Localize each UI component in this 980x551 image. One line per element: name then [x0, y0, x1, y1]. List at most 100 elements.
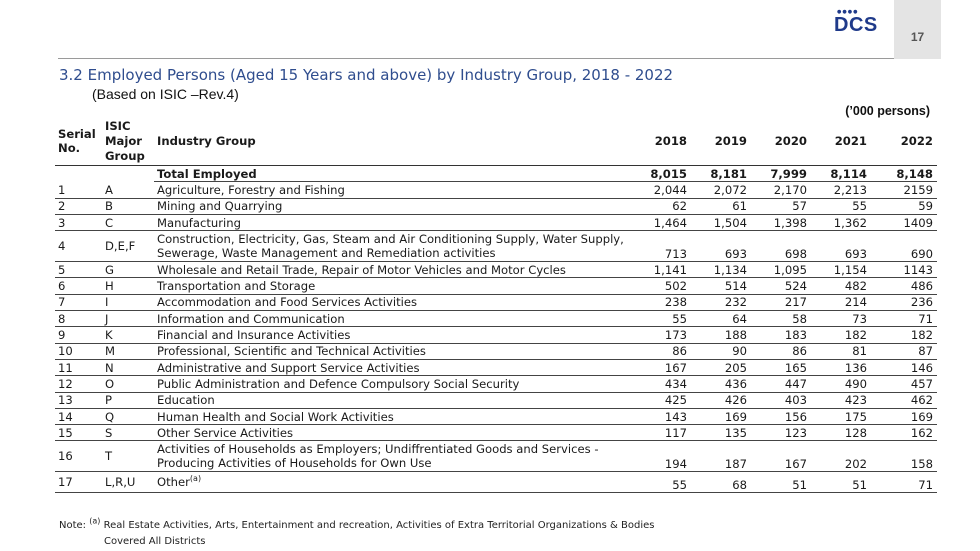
- total-value: 8,114: [811, 165, 871, 183]
- value-cell: 62: [636, 198, 691, 215]
- value-cell: 693: [811, 230, 871, 263]
- serial-cell: 3: [55, 214, 102, 232]
- industry-cell: Wholesale and Retail Trade, Repair of Mo…: [154, 261, 636, 279]
- value-cell: 61: [691, 198, 751, 215]
- total-value: 8,181: [691, 165, 751, 183]
- value-cell: 173: [636, 326, 691, 344]
- value-cell: 462: [871, 392, 937, 409]
- industry-label: Mining and Quarrying: [157, 199, 283, 214]
- col-header-year: 2020: [751, 117, 811, 166]
- value-cell: 156: [751, 408, 811, 426]
- value-cell: 1,398: [751, 214, 811, 232]
- col-header-year: 2022: [871, 117, 937, 166]
- industry-label: Construction, Electricity, Gas, Steam an…: [157, 232, 624, 261]
- value-cell: 135: [691, 424, 751, 442]
- serial-cell: 9: [55, 326, 102, 344]
- value-cell: 482: [811, 277, 871, 295]
- table-row: 1 A Agriculture, Forestry and Fishing 2,044…: [55, 181, 937, 199]
- table-row: 5 G Wholesale and Retail Trade, Repair of …: [55, 261, 937, 279]
- isic-cell: M: [102, 343, 154, 360]
- value-cell: 238: [636, 294, 691, 312]
- isic-cell: K: [102, 326, 154, 344]
- value-cell: 87: [871, 343, 937, 360]
- isic-cell: O: [102, 375, 154, 393]
- industry-cell: Accommodation and Food Services Activiti…: [154, 294, 636, 312]
- table-row: 14 Q Human Health and Social Work Activiti…: [55, 408, 937, 426]
- value-cell: 128: [811, 424, 871, 442]
- value-cell: 169: [691, 408, 751, 426]
- industry-cell: Financial and Insurance Activities: [154, 326, 636, 344]
- col-header-year: 2021: [811, 117, 871, 166]
- note-marker: (a): [89, 516, 101, 526]
- table-cell: [55, 166, 102, 182]
- value-cell: 167: [751, 440, 811, 473]
- industry-cell: Manufacturing: [154, 214, 636, 232]
- value-cell: 81: [811, 343, 871, 360]
- industry-cell: Construction, Electricity, Gas, Steam an…: [154, 230, 636, 263]
- table-row: 17 L,R,U Other(a) 55 68 51 51 71: [55, 471, 937, 494]
- value-cell: 1143: [871, 261, 937, 279]
- total-value: 8,015: [636, 165, 691, 183]
- industry-label: Administrative and Support Service Activ…: [157, 360, 420, 375]
- value-cell: 158: [871, 440, 937, 473]
- value-cell: 1,095: [751, 261, 811, 279]
- isic-cell: C: [102, 214, 154, 232]
- total-value: 7,999: [751, 165, 811, 183]
- serial-cell: 11: [55, 359, 102, 377]
- value-cell: 117: [636, 424, 691, 442]
- isic-cell: I: [102, 294, 154, 312]
- serial-cell: 15: [55, 424, 102, 442]
- value-cell: 457: [871, 375, 937, 393]
- value-cell: 175: [811, 408, 871, 426]
- units-label: (’000 persons): [845, 104, 930, 118]
- value-cell: 2,170: [751, 181, 811, 199]
- industry-cell: Transportation and Storage: [154, 277, 636, 295]
- value-cell: 136: [811, 359, 871, 377]
- industry-cell: Mining and Quarrying: [154, 198, 636, 215]
- industry-cell: Administrative and Support Service Activ…: [154, 359, 636, 377]
- value-cell: 165: [751, 359, 811, 377]
- header-rule: [58, 58, 894, 59]
- col-header-industry: Industry Group: [154, 117, 636, 166]
- serial-cell: 12: [55, 375, 102, 393]
- isic-cell: Q: [102, 408, 154, 426]
- isic-cell: B: [102, 198, 154, 215]
- serial-cell: 17: [55, 471, 102, 494]
- industry-label: Other Service Activities: [157, 425, 294, 440]
- industry-cell: Other(a): [154, 471, 636, 494]
- industry-label: Activities of Households as Employers; U…: [157, 442, 599, 471]
- table-row: 4 D,E,F Construction, Electricity, Gas, St…: [55, 230, 937, 263]
- logo-text: DCS: [834, 14, 878, 36]
- col-header-year: 2018: [636, 117, 691, 166]
- value-cell: 123: [751, 424, 811, 442]
- value-cell: 217: [751, 294, 811, 312]
- table-row: 9 K Financial and Insurance Activities 173 1…: [55, 326, 937, 344]
- table-row: 16 T Activities of Households as Employers…: [55, 440, 937, 473]
- value-cell: 693: [691, 230, 751, 263]
- table-row: 3 C Manufacturing 1,464 1,504 1,398 1,362 1409: [55, 214, 937, 232]
- industry-label: Agriculture, Forestry and Fishing: [157, 182, 345, 197]
- value-cell: 55: [811, 198, 871, 215]
- value-cell: 90: [691, 343, 751, 360]
- value-cell: 73: [811, 310, 871, 328]
- value-cell: 490: [811, 375, 871, 393]
- serial-cell: 16: [55, 440, 102, 473]
- table-cell: [102, 166, 154, 182]
- value-cell: 1,141: [636, 261, 691, 279]
- value-cell: 51: [751, 471, 811, 494]
- value-cell: 64: [691, 310, 751, 328]
- value-cell: 86: [751, 343, 811, 360]
- value-cell: 514: [691, 277, 751, 295]
- value-cell: 194: [636, 440, 691, 473]
- isic-cell: D,E,F: [102, 230, 154, 263]
- value-cell: 436: [691, 375, 751, 393]
- table-row: 11 N Administrative and Support Service Ac…: [55, 359, 937, 377]
- value-cell: 486: [871, 277, 937, 295]
- value-cell: 713: [636, 230, 691, 263]
- value-cell: 55: [636, 310, 691, 328]
- industry-label: Education: [157, 393, 215, 408]
- industry-cell: Information and Communication: [154, 310, 636, 328]
- page-subtitle: (Based on ISIC –Rev.4): [92, 86, 239, 102]
- serial-cell: 1: [55, 181, 102, 199]
- value-cell: 236: [871, 294, 937, 312]
